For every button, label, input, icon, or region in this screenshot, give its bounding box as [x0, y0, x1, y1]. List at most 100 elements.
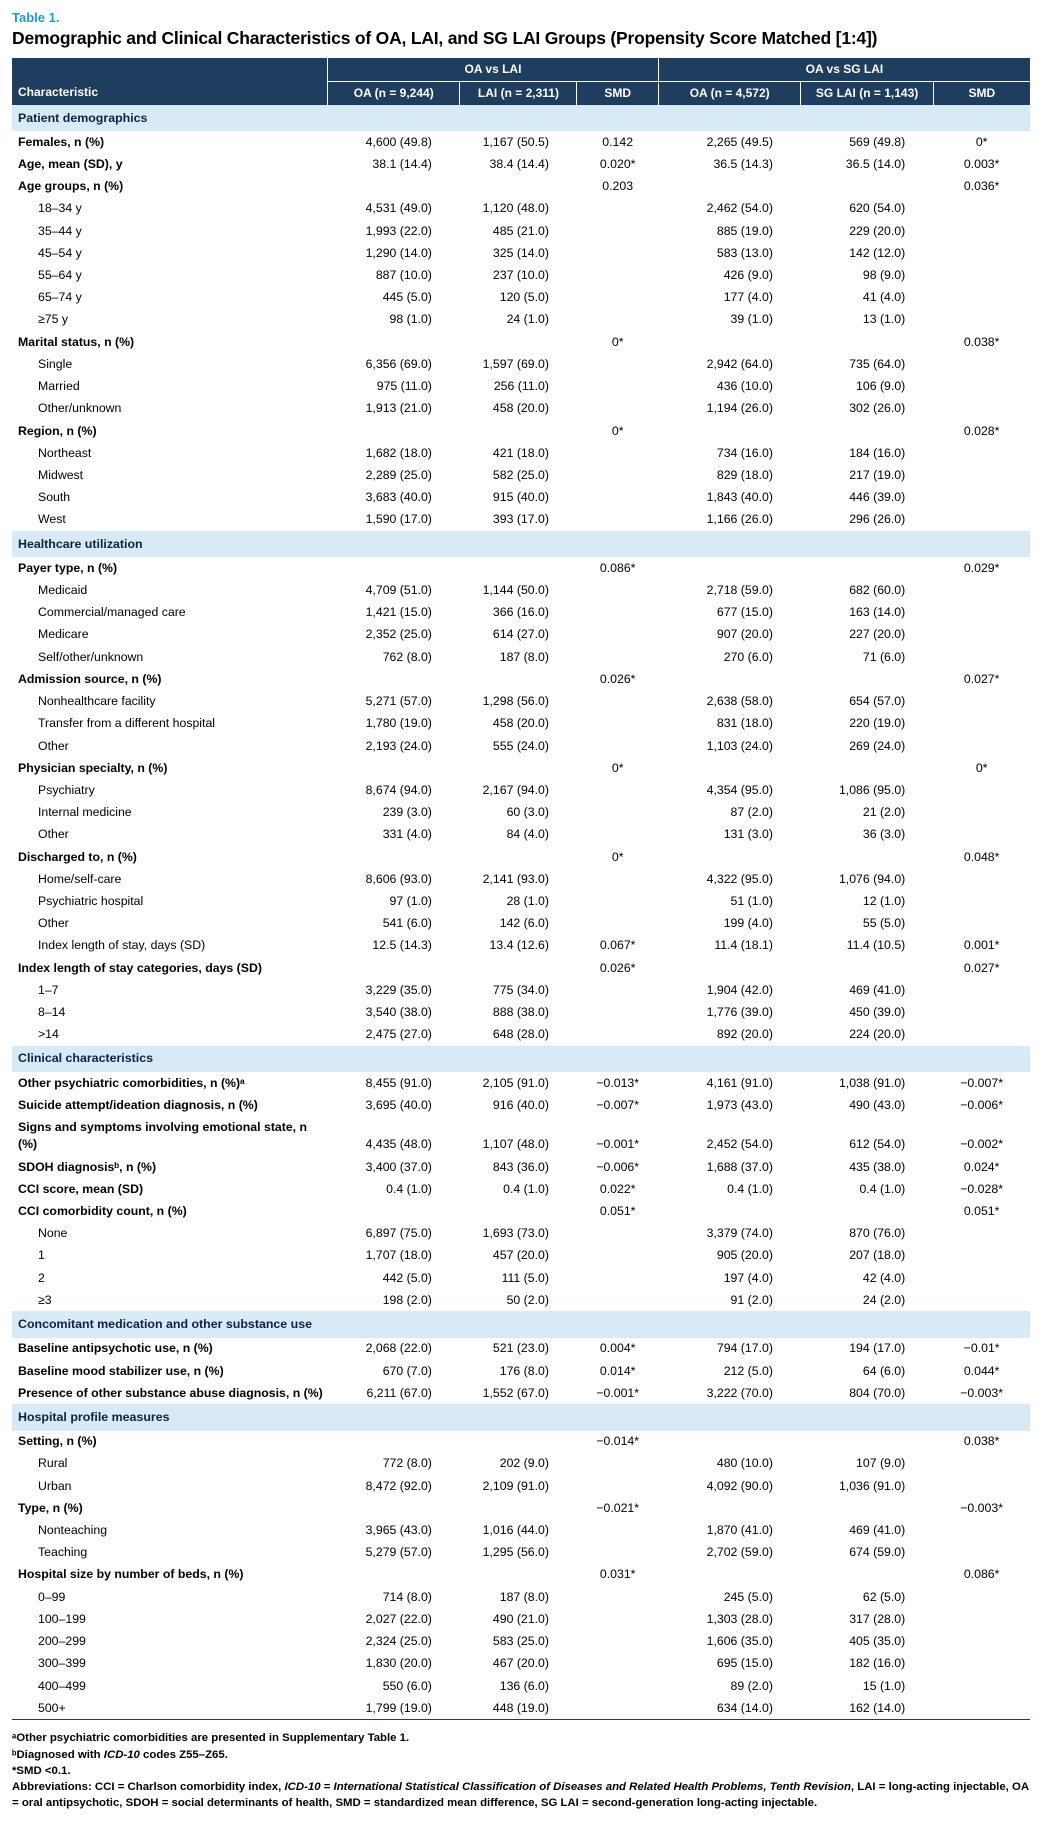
smd-value-cell	[577, 1675, 658, 1697]
smd-value-cell	[577, 242, 658, 264]
smd-value-cell	[577, 442, 658, 464]
value-cell	[460, 1200, 577, 1222]
smd-value-cell	[933, 735, 1030, 757]
smd-value-cell: 0.048*	[963, 849, 1000, 864]
value-cell: 480 (10.0)	[716, 1456, 773, 1471]
value-cell: 2,109 (91.0)	[482, 1478, 549, 1493]
value-cell: 435 (38.0)	[849, 1159, 906, 1174]
smd-value-cell	[577, 624, 658, 646]
value-cell: 111 (5.0)	[501, 1270, 549, 1285]
value-cell	[801, 1497, 933, 1519]
characteristic-cell: 8–14	[38, 1004, 66, 1019]
value-cell	[658, 1497, 801, 1519]
table-row: Females, n (%) 4,600 (49.8) 1,167 (50.5) 0.…	[12, 131, 1030, 153]
smd-value-cell: 0*	[611, 334, 624, 349]
characteristic-cell: 2	[38, 1270, 45, 1285]
smd-value-cell	[933, 1453, 1030, 1475]
value-cell: 91 (2.0)	[730, 1292, 773, 1307]
value-cell: 21 (2.0)	[862, 805, 906, 820]
value-cell: 794 (17.0)	[716, 1341, 773, 1356]
value-cell: 142 (12.0)	[849, 245, 906, 260]
value-cell: 207 (18.0)	[849, 1248, 906, 1263]
characteristic-cell: Midwest	[38, 467, 84, 482]
value-cell: 1,606 (35.0)	[706, 1634, 773, 1649]
characteristic-cell: Hospital size by number of beds, n (%)	[18, 1567, 244, 1582]
value-cell: 1,597 (69.0)	[482, 356, 549, 371]
value-cell: 64 (6.0)	[862, 1363, 906, 1378]
characteristic-cell: Psychiatric hospital	[38, 893, 144, 908]
value-cell: 1,303 (28.0)	[706, 1611, 773, 1626]
value-cell: 13 (1.0)	[862, 312, 906, 327]
value-cell	[801, 420, 933, 442]
value-cell: 245 (5.0)	[723, 1589, 773, 1604]
table-row: Presence of other substance abuse diagno…	[12, 1382, 1030, 1404]
table-body: Patient demographics Females, n (%) 4,600 …	[12, 105, 1030, 1720]
table-row: Marital status, n (%) 0* 0.038*	[12, 331, 1030, 353]
value-cell: 15 (1.0)	[862, 1678, 906, 1693]
value-cell: 1,913 (21.0)	[365, 401, 432, 416]
value-cell	[801, 846, 933, 868]
characteristic-cell: 1	[38, 1248, 45, 1263]
table-row: Other 541 (6.0) 142 (6.0) 199 (4.0) 55 (5.0)	[12, 913, 1030, 935]
table-row: Baseline antipsychotic use, n (%) 2,068 (…	[12, 1338, 1030, 1360]
value-cell	[801, 668, 933, 690]
smd-value-cell	[933, 287, 1030, 309]
smd-value-cell: 0.142	[602, 134, 634, 149]
value-cell: 1,776 (39.0)	[706, 1004, 773, 1019]
value-cell: 490 (21.0)	[492, 1611, 549, 1626]
value-cell: 2,718 (59.0)	[706, 583, 773, 598]
value-cell: 1,421 (15.0)	[365, 605, 432, 620]
value-cell: 13.4 (12.6)	[489, 938, 549, 953]
smd-value-cell: 0.026*	[599, 671, 636, 686]
value-cell	[328, 176, 460, 198]
characteristic-cell: >14	[38, 1027, 59, 1042]
smd-value-cell: 0.003*	[963, 157, 1000, 172]
value-cell: 3,965 (43.0)	[365, 1523, 432, 1538]
smd-value-cell	[933, 580, 1030, 602]
value-cell: 1,693 (73.0)	[482, 1226, 549, 1241]
smd-value-cell: 0.020*	[599, 157, 636, 172]
value-cell: 1,086 (95.0)	[838, 782, 906, 797]
table-row: Commercial/managed care 1,421 (15.0) 366 (…	[12, 602, 1030, 624]
value-cell: 448 (19.0)	[492, 1700, 549, 1715]
smd-value-cell: −0.006*	[596, 1159, 640, 1174]
value-cell: 3,540 (38.0)	[365, 1004, 432, 1019]
characteristic-cell: Marital status, n (%)	[18, 334, 135, 349]
table-title: Demographic and Clinical Characteristics…	[12, 28, 878, 48]
value-cell: 12.5 (14.3)	[372, 938, 432, 953]
characteristic-cell: Other	[38, 827, 69, 842]
smd-value-cell	[933, 1697, 1030, 1720]
smd-value-cell: −0.01*	[963, 1341, 1000, 1356]
value-cell	[658, 1431, 801, 1453]
value-cell	[460, 1564, 577, 1586]
value-cell: 421 (18.0)	[492, 445, 549, 460]
characteristic-cell: CCI score, mean (SD)	[18, 1181, 144, 1196]
value-cell: 2,702 (59.0)	[706, 1545, 773, 1560]
value-cell: 256 (11.0)	[493, 379, 549, 394]
value-cell: 735 (64.0)	[849, 356, 906, 371]
smd-value-cell	[577, 265, 658, 287]
column-header-row: OA (n = 9,244) LAI (n = 2,311) SMD OA (n…	[12, 81, 1030, 105]
value-cell: 142 (6.0)	[499, 916, 549, 931]
smd-value-cell	[577, 979, 658, 1001]
group-header-row: Characteristic OA vs LAI OA vs SG LAI	[12, 58, 1030, 105]
characteristic-cell: 500+	[38, 1700, 66, 1715]
value-cell: 804 (70.0)	[849, 1385, 906, 1400]
smd-value-cell: 0*	[975, 134, 988, 149]
section-header-row: Healthcare utilization	[12, 531, 1030, 558]
smd-value-cell	[933, 1267, 1030, 1289]
characteristic-cell: Setting, n (%)	[18, 1434, 97, 1449]
value-cell: 107 (9.0)	[856, 1456, 906, 1471]
table-row: Urban 8,472 (92.0) 2,109 (91.0) 4,092 (90.0…	[12, 1475, 1030, 1497]
characteristic-cell: South	[38, 490, 71, 505]
smd-value-cell	[933, 464, 1030, 486]
table-row: ≥3 198 (2.0) 50 (2.0) 91 (2.0) 24 (2.0)	[12, 1289, 1030, 1311]
value-cell	[328, 957, 460, 979]
value-cell: 469 (41.0)	[849, 1523, 906, 1538]
value-cell: 270 (6.0)	[723, 649, 773, 664]
value-cell: 24 (1.0)	[506, 312, 549, 327]
table-row: ≥75 y 98 (1.0) 24 (1.0) 39 (1.0) 13 (1.0)	[12, 309, 1030, 331]
smd-value-cell: 0.038*	[963, 334, 1000, 349]
characteristic-cell: Baseline antipsychotic use, n (%)	[18, 1341, 213, 1356]
table-header: Characteristic OA vs LAI OA vs SG LAI OA…	[12, 58, 1030, 105]
